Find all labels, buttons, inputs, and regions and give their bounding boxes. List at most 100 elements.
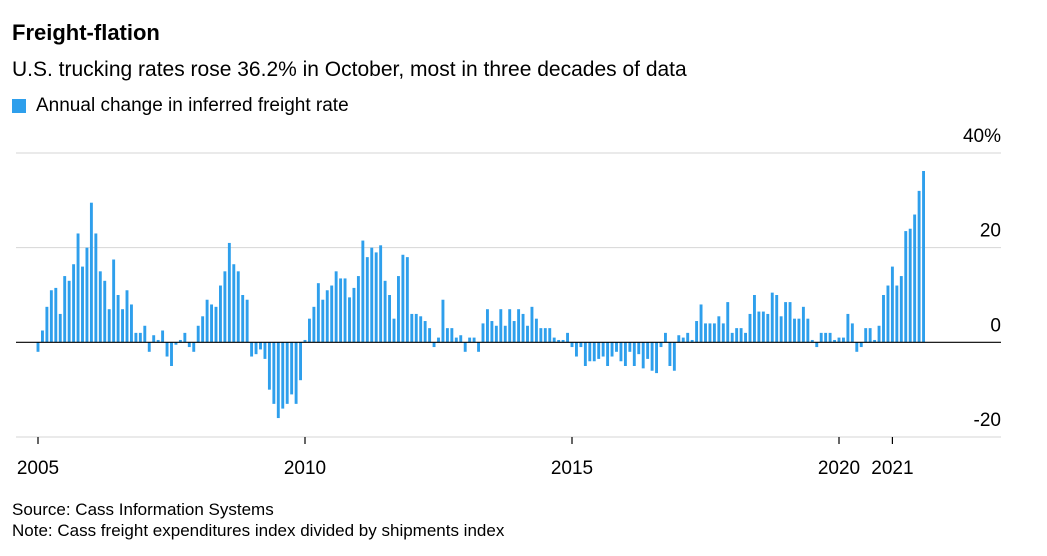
- bar: [655, 342, 658, 374]
- bar: [267, 342, 271, 390]
- bar: [815, 342, 819, 348]
- legend: Annual change in inferred freight rate: [12, 95, 349, 117]
- bar: [201, 316, 205, 343]
- bar: [379, 245, 383, 343]
- bar: [308, 318, 311, 343]
- bar: [681, 337, 685, 343]
- bar: [846, 313, 850, 343]
- y-tick-label: 20: [980, 221, 1001, 242]
- bar: [850, 323, 854, 343]
- legend-swatch: [12, 99, 26, 113]
- bar: [517, 309, 521, 343]
- bar: [708, 323, 712, 343]
- bar: [579, 342, 583, 348]
- bar: [397, 276, 400, 343]
- bar: [459, 335, 463, 343]
- x-tick-label: 2020: [818, 458, 860, 479]
- bar: [623, 342, 627, 366]
- bar: [779, 316, 783, 343]
- bar: [196, 325, 200, 343]
- bar: [259, 342, 262, 350]
- bar: [766, 313, 770, 343]
- bar: [205, 299, 209, 343]
- bar: [219, 285, 222, 343]
- bar: [107, 309, 111, 343]
- bar: [855, 342, 859, 352]
- bar: [365, 257, 369, 343]
- y-tick-label: 0: [990, 315, 1001, 336]
- bar: [592, 342, 596, 362]
- bar: [899, 276, 903, 343]
- bar: [388, 295, 391, 343]
- bar: [788, 302, 792, 343]
- bar: [486, 309, 489, 343]
- bar: [632, 342, 636, 366]
- bar: [419, 316, 423, 343]
- bar: [721, 323, 725, 343]
- bar: [410, 313, 414, 343]
- bar: [761, 311, 765, 343]
- bar: [334, 271, 338, 343]
- bar: [922, 170, 925, 343]
- bar: [36, 342, 40, 352]
- bar: [690, 339, 694, 343]
- bar: [699, 304, 703, 343]
- bar: [819, 332, 823, 343]
- bar: [566, 332, 569, 343]
- bar: [437, 337, 440, 343]
- bar: [890, 266, 894, 343]
- bar: [877, 325, 881, 343]
- bar: [904, 231, 908, 343]
- bar: [85, 247, 89, 343]
- bar: [414, 313, 418, 343]
- bar: [695, 321, 699, 343]
- bar: [650, 342, 654, 371]
- bar: [886, 285, 890, 343]
- bar: [837, 337, 841, 343]
- bar: [245, 299, 249, 343]
- bar: [628, 342, 632, 352]
- bar: [477, 342, 480, 352]
- bar: [321, 299, 325, 343]
- bar: [401, 254, 405, 343]
- bar: [339, 278, 343, 343]
- bar: [842, 337, 845, 343]
- bar: [668, 342, 672, 366]
- bar: [187, 342, 191, 348]
- bar: [637, 342, 641, 355]
- bar: [143, 325, 147, 343]
- bar: [610, 342, 614, 357]
- bar: [45, 306, 49, 343]
- bar: [227, 242, 231, 343]
- bar: [192, 342, 196, 352]
- bar: [121, 309, 124, 343]
- bar: [619, 342, 623, 362]
- bar: [534, 318, 538, 343]
- bar: [276, 342, 280, 419]
- bar: [833, 339, 836, 343]
- y-tick-label: 40%: [963, 126, 1001, 147]
- bar: [147, 342, 151, 352]
- legend-label: Annual change in inferred freight rate: [36, 95, 349, 116]
- bar: [704, 323, 707, 343]
- bar: [561, 339, 565, 343]
- bar: [450, 328, 454, 343]
- bar: [552, 337, 556, 343]
- bar: [81, 266, 84, 343]
- bar: [810, 339, 814, 343]
- bar: [539, 328, 543, 343]
- bar: [241, 295, 245, 343]
- bar: [428, 328, 432, 343]
- bar: [744, 332, 747, 343]
- bar: [138, 332, 142, 343]
- bar: [712, 323, 716, 343]
- source-note: Source: Cass Information Systems: [12, 500, 274, 519]
- bar: [161, 330, 165, 343]
- bar: [49, 290, 53, 343]
- bar: [882, 295, 885, 343]
- bar: [895, 285, 899, 343]
- bar: [463, 342, 467, 352]
- bar: [312, 306, 316, 343]
- bar: [530, 306, 534, 343]
- bar: [325, 290, 329, 343]
